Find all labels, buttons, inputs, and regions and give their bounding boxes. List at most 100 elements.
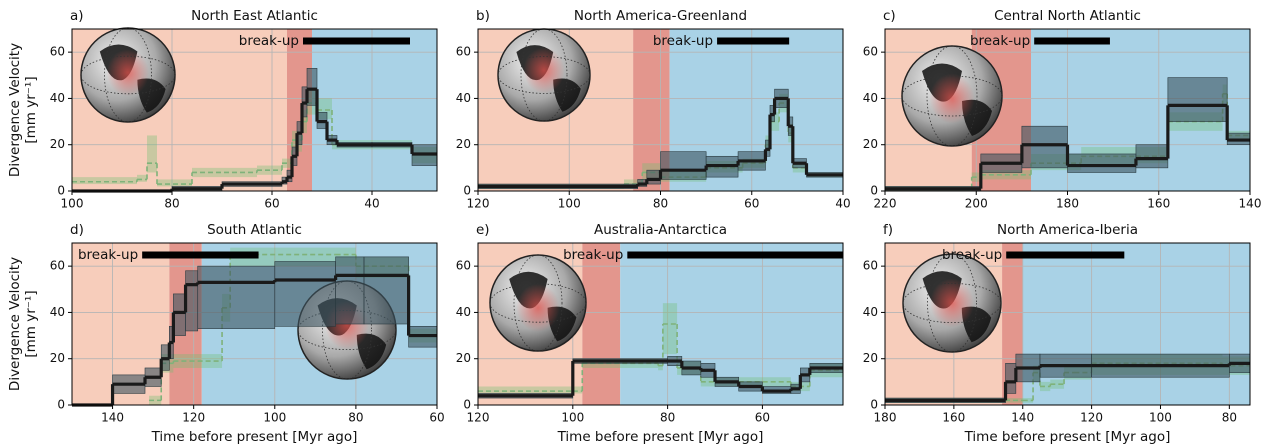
x-tick-label: 60 [429, 411, 444, 425]
uncertainty-band [306, 68, 318, 106]
globe-inset [80, 27, 176, 123]
x-tick-label: 140 [101, 411, 124, 425]
graticule [926, 45, 978, 147]
x-tick-label: 100 [61, 197, 84, 211]
series [884, 353, 1251, 403]
uncertainty-band [335, 256, 365, 325]
y-axis-label: [mm yr⁻¹] [23, 76, 39, 143]
x-axis-label: Time before present [Myr ago] [151, 429, 358, 445]
uncertainty-band [147, 135, 157, 173]
uncertainty-band [1135, 144, 1169, 169]
x-tick-label: 80 [653, 197, 668, 211]
y-axis-label: Divergence Velocity [7, 43, 23, 177]
y-tick-label: 40 [456, 91, 471, 105]
plot-frame [71, 242, 438, 406]
globe-inset [901, 45, 1003, 147]
phase-region [582, 243, 621, 405]
y-tick-label: 0 [463, 398, 471, 412]
y-tick-label: 40 [456, 305, 471, 319]
breakup-bar [1034, 37, 1110, 45]
x-tick-label: 180 [874, 411, 897, 425]
series [477, 88, 844, 189]
panel-label: b) [476, 8, 490, 24]
breakup-bar [627, 251, 843, 259]
x-tick-label: 120 [467, 411, 490, 425]
y-tick-label: 20 [456, 137, 471, 151]
x-tick-label: 100 [1149, 411, 1172, 425]
uncertainty-band [149, 395, 162, 405]
x-tick-label: 60 [755, 411, 770, 425]
plot-frame [477, 28, 844, 192]
y-tick-label: 60 [863, 259, 878, 273]
y-tick-label: 0 [463, 184, 471, 198]
y-tick-label: 40 [863, 91, 878, 105]
chart-title: Central North Atlantic [994, 8, 1141, 24]
x-tick-label: 200 [965, 197, 988, 211]
panel-label: d) [70, 222, 84, 238]
x-tick-label: 80 [1222, 411, 1237, 425]
y-tick-label: 40 [50, 305, 65, 319]
graticule [80, 55, 176, 95]
breakup-label: break-up [970, 33, 1030, 49]
uncertainty-band [363, 256, 409, 325]
uncertainty-band [137, 174, 147, 182]
highlight [523, 47, 565, 94]
x-tick-label: 40 [835, 197, 850, 211]
uncertainty-band [1022, 398, 1034, 403]
graticule [901, 75, 1003, 117]
y-tick-label: 0 [870, 398, 878, 412]
x-tick-label: 80 [660, 411, 675, 425]
uncertainty-band [1050, 379, 1065, 389]
graticule [497, 56, 591, 94]
x-tick-label: 40 [364, 197, 379, 211]
chart-title: North East Atlantic [191, 8, 318, 24]
uncertainty-band [1167, 77, 1228, 122]
chart-title: Australia-Antarctica [594, 222, 727, 238]
y-tick-label: 20 [863, 137, 878, 151]
globe-inset [902, 253, 1002, 353]
uncertainty-band [173, 293, 186, 336]
uncertainty-band [274, 261, 336, 327]
uncertainty-band [478, 386, 573, 394]
panel-label: e) [476, 222, 490, 238]
plot-frame [477, 242, 844, 406]
y-tick-label: 20 [50, 137, 65, 151]
plot-frame [884, 242, 1251, 406]
x-tick-label: 140 [1239, 197, 1262, 211]
breakup-bar [142, 251, 259, 259]
uncertainty-band [197, 265, 276, 329]
x-axis-label: Time before present [Myr ago] [964, 429, 1171, 445]
breakup-bar [717, 37, 790, 45]
x-tick-label: 60 [264, 197, 279, 211]
uncertainty-band [72, 177, 137, 185]
uncertainty-band [572, 386, 583, 394]
uncertainty-band [1021, 125, 1068, 169]
uncertainty-band [1039, 381, 1051, 392]
breakup-label: break-up [239, 33, 299, 49]
breakup-bar [303, 37, 410, 45]
graticule [104, 27, 152, 123]
y-tick-label: 20 [50, 351, 65, 365]
x-tick-label: 160 [1147, 197, 1170, 211]
x-tick-label: 100 [561, 411, 584, 425]
chart-title: South Atlantic [207, 222, 302, 238]
highlight [929, 73, 975, 124]
uncertainty-band [157, 179, 192, 187]
highlight [516, 283, 560, 332]
globe-inset [497, 28, 591, 122]
panel-label: a) [70, 8, 84, 24]
y-axis-label: [mm yr⁻¹] [23, 290, 39, 357]
y-tick-label: 60 [50, 45, 65, 59]
y-tick-label: 20 [456, 351, 471, 365]
globe-inset [489, 254, 587, 352]
uncertainty-band [646, 169, 661, 185]
uncertainty-band [185, 270, 199, 332]
x-tick-label: 120 [182, 411, 205, 425]
series [72, 256, 438, 407]
graticule [322, 280, 372, 380]
chart-title: North America-Iberia [997, 222, 1138, 238]
uncertainty-band [1067, 153, 1137, 173]
x-tick-label: 120 [1080, 411, 1103, 425]
x-tick-label: 60 [744, 197, 759, 211]
